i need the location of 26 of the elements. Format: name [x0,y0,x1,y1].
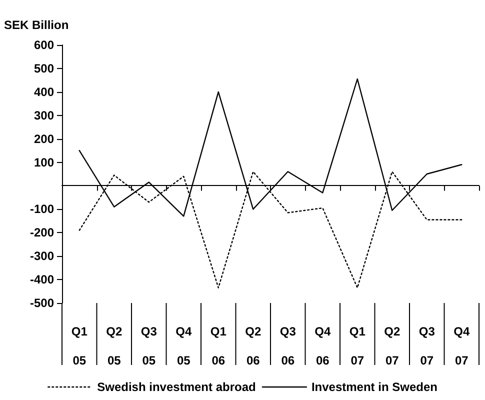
category-label: Q1 06 [210,324,226,368]
y-tick-label: 300 [34,108,54,122]
category-label: Q2 05 [106,324,122,368]
y-tick-label: 600 [34,38,54,52]
category-label: Q1 05 [71,324,88,368]
category-label: Q2 07 [384,324,400,368]
y-tick-label: -500 [30,296,54,310]
category-label: Q4 06 [314,324,331,368]
y-tick-label: -100 [30,202,54,216]
y-tick-label: 400 [34,84,54,99]
y-tick-label: -300 [30,249,54,264]
y-tick-label: -200 [30,226,54,240]
category-label: Q4 07 [454,324,470,368]
legend-label: Investment in Sweden [311,380,438,394]
y-axis-title: SEK Billion [4,18,69,32]
y-tick-label: 100 [34,155,54,170]
y-tick-label: 200 [34,132,54,146]
category-label: Q3 05 [140,324,157,368]
category-label: Q3 07 [418,324,435,368]
category-label: Q3 06 [280,324,296,368]
category-label: Q4 05 [176,324,192,368]
category-label: Q1 07 [349,324,366,368]
y-tick-label: 500 [34,61,54,76]
category-label: Q2 06 [245,324,262,368]
legend-label: Swedish investment abroad [97,380,256,394]
y-tick-label: -400 [30,272,54,287]
